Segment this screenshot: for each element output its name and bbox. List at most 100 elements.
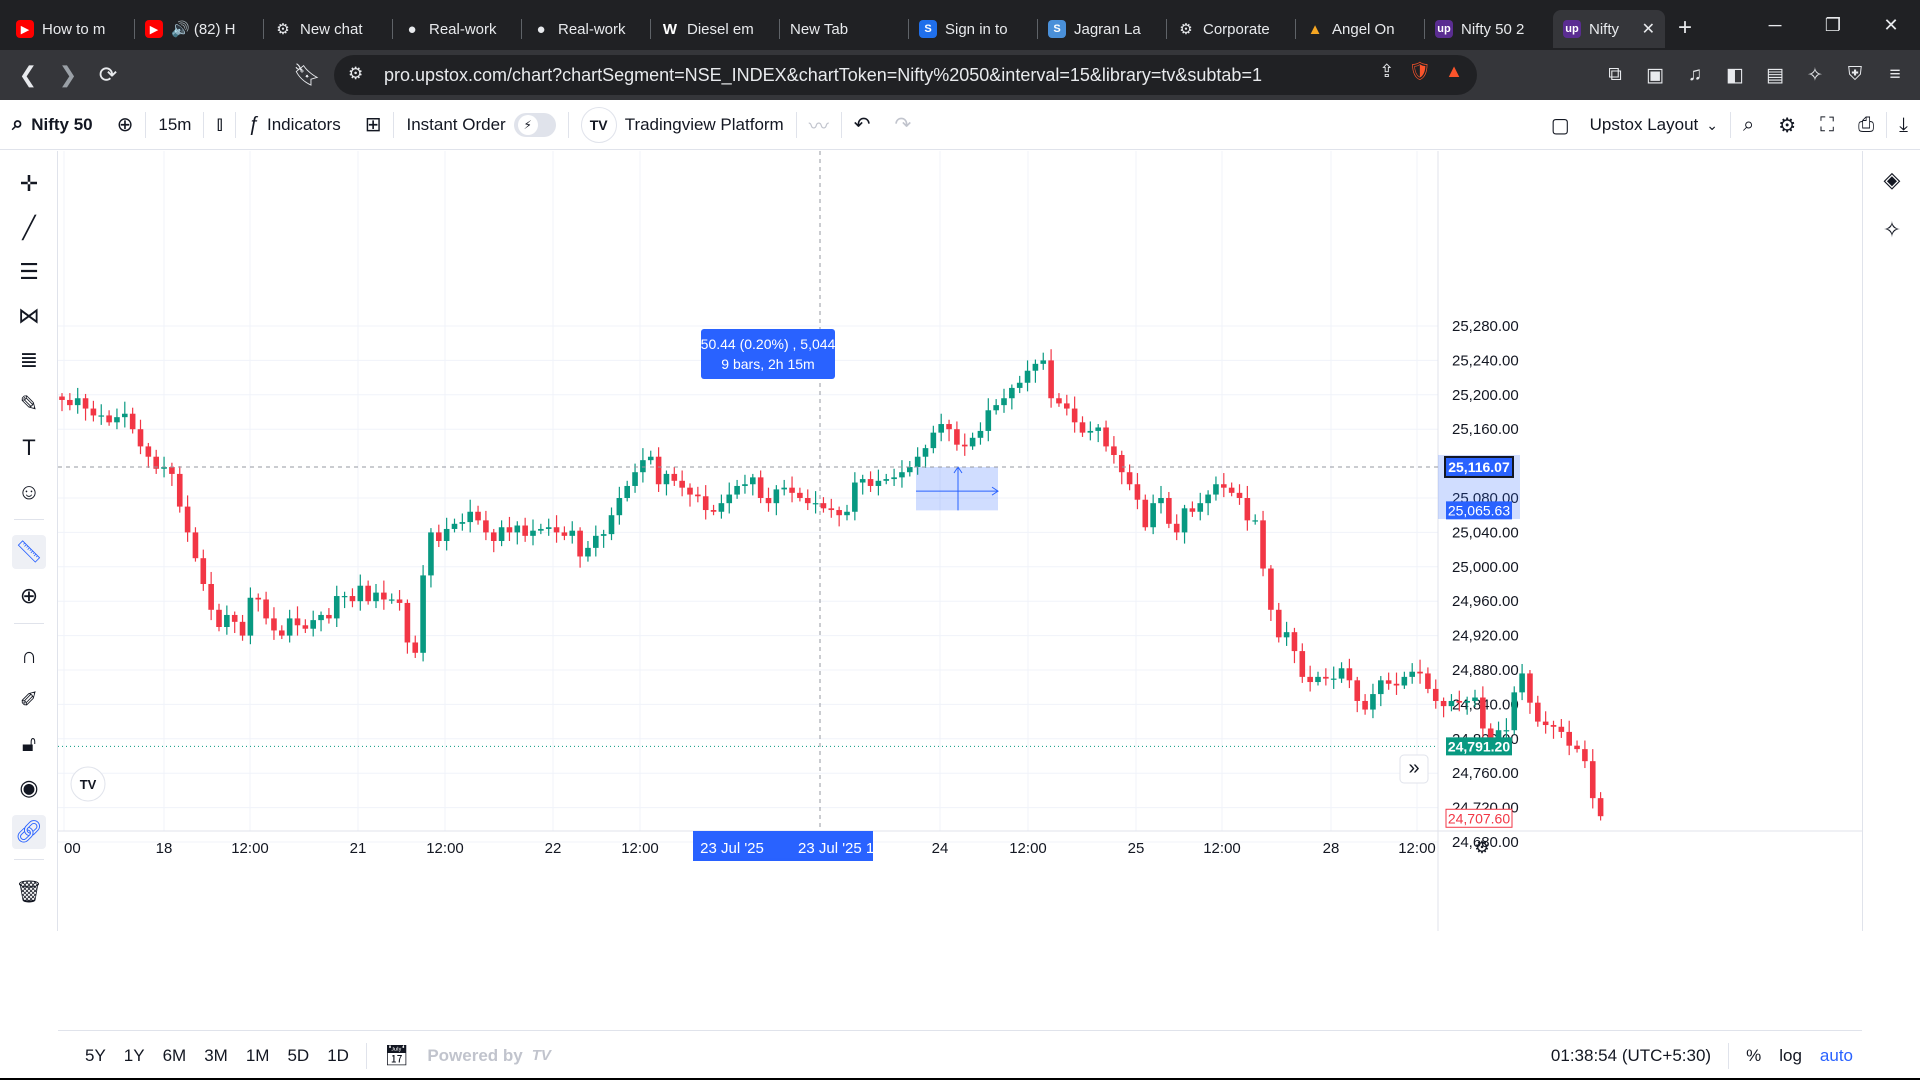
range-button[interactable]: 3M [204, 1045, 228, 1065]
zoom-in-icon[interactable]: ⊕ [19, 583, 39, 608]
horizontal-lines-icon[interactable]: ☰ [19, 259, 39, 284]
forward-icon[interactable]: ❯ [58, 62, 78, 87]
browser-tab[interactable]: ▶ 🔊 (82) H [135, 10, 263, 48]
range-button[interactable]: 5D [287, 1045, 310, 1065]
x-tick-label: 12:00 [1398, 840, 1436, 857]
ruler-icon[interactable]: 📏︎ [12, 535, 46, 569]
eye-icon[interactable]: ◉ [19, 775, 39, 800]
range-button[interactable]: 1M [245, 1045, 270, 1065]
toggle-switch[interactable] [513, 112, 556, 137]
emoji-icon[interactable]: ☺ [17, 479, 41, 504]
browser-tab[interactable]: up Nifty ✕ [1553, 10, 1665, 48]
brave-shields-icon[interactable]: 🛡︎ [1408, 61, 1432, 81]
browser-tab[interactable]: ● Real-work [393, 10, 521, 48]
compare-symbol-button[interactable]: ⊕ [105, 107, 146, 143]
wallet-icon[interactable]: ▤ [1766, 64, 1784, 86]
new-tab-button[interactable]: + [1677, 14, 1692, 41]
crosshair-icon[interactable]: ✛ [19, 171, 39, 196]
trash-icon[interactable]: 🗑︎ [15, 879, 43, 904]
media-icon[interactable]: ♫ [1687, 64, 1703, 85]
candle-body [1126, 472, 1133, 485]
browser-tab[interactable]: W Diesel em [651, 10, 779, 48]
download-button[interactable]: ⤓ [1887, 107, 1920, 143]
percent-toggle[interactable]: % [1746, 1046, 1762, 1065]
extensions-icon[interactable]: ⧉ [1608, 64, 1622, 85]
interval-button[interactable]: 15m [146, 107, 203, 143]
browser-tab[interactable]: ● Real-work [522, 10, 650, 48]
browser-tab[interactable]: up Nifty 50 2 [1425, 10, 1553, 48]
sidebar-icon[interactable]: ◧ [1726, 64, 1744, 86]
address-bar[interactable]: ⚙︎ pro.upstox.com/chart?chartSegment=NSE… [334, 55, 1477, 95]
text-icon[interactable]: T [22, 435, 36, 460]
undo-button[interactable]: ↶ [842, 107, 883, 143]
site-info-icon[interactable]: ⚙︎ [348, 64, 364, 83]
minimize-icon[interactable]: ─ [1768, 14, 1782, 35]
browser-tab[interactable]: ▶ How to m [6, 10, 134, 48]
browser-tab[interactable]: ▲ Angel On [1296, 10, 1424, 48]
trendline-icon[interactable]: ╱ [22, 215, 36, 240]
brave-rewards-icon[interactable]: ▲ [1445, 61, 1463, 81]
snapshot-button[interactable]: ⎙ [1846, 107, 1886, 143]
settings-button[interactable]: ⚙︎ [1766, 107, 1808, 143]
candle-body [750, 477, 756, 485]
browser-tab[interactable]: New Tab [780, 10, 908, 48]
browser-tab[interactable]: S Sign in to [909, 10, 1037, 48]
candle-body [1009, 387, 1015, 399]
sparkle-icon[interactable]: ✧ [1882, 217, 1902, 242]
date-range-icon[interactable]: 📅︎ [383, 1045, 410, 1067]
y-tick-label: 24,960.00 [1452, 593, 1519, 610]
reload-icon[interactable]: ⟳ [98, 62, 118, 87]
layers-icon[interactable]: ◈ [1883, 167, 1901, 192]
candle-body [569, 530, 576, 536]
close-window-icon[interactable]: ✕ [1883, 14, 1899, 35]
auto-toggle[interactable]: auto [1819, 1046, 1853, 1065]
candle-body [216, 609, 222, 627]
platform-switch[interactable]: TV Tradingview Platform [569, 106, 796, 143]
maximize-icon[interactable]: ❐ [1824, 14, 1842, 35]
quick-search-button[interactable]: ⌕ [1731, 107, 1766, 143]
symbol-search[interactable]: ⌕ Nifty 50 [0, 107, 105, 143]
browser-tab[interactable]: ⚙ Corporate [1167, 10, 1295, 48]
magnet-icon[interactable]: ∩ [21, 643, 37, 668]
templates-button[interactable]: ⊞ [353, 107, 394, 143]
range-button[interactable]: 6M [162, 1045, 187, 1065]
indicators-button[interactable]: ƒ Indicators [236, 107, 353, 143]
extensions-row: ⧉ ▣ ♫ ◧ ▤ ✧ ⛨ ≡ [1598, 55, 1912, 95]
close-tab-icon[interactable]: ✕ [1641, 21, 1655, 38]
menu-icon[interactable]: ≡ [1889, 64, 1901, 85]
candle-body [90, 408, 97, 416]
scroll-to-realtime-button[interactable] [1399, 754, 1429, 784]
candle-body [475, 511, 481, 521]
chart-type-button[interactable]: ⫾ [204, 107, 234, 143]
reader-icon[interactable]: ▣ [1646, 64, 1664, 86]
back-icon[interactable]: ❮ [18, 62, 38, 87]
vpn-icon[interactable]: ⛨ [1847, 64, 1863, 85]
pattern-icon[interactable]: ⋈ [18, 303, 40, 328]
range-button[interactable]: 5Y [85, 1045, 106, 1065]
brush-icon[interactable]: ✎ [19, 391, 39, 416]
leo-ai-icon[interactable]: ✧ [1807, 64, 1823, 86]
bookmark-icon[interactable]: 🔖︎ [293, 62, 321, 87]
instant-order-toggle[interactable]: Instant Order [394, 107, 567, 143]
candlestick-chart[interactable]: 25,280.00 25,240.00 25,200.00 25,160.00 25,0… [58, 151, 1862, 931]
stay-drawing-icon[interactable]: ✐ [19, 687, 39, 712]
fib-icon[interactable]: ≣ [19, 347, 39, 372]
redo-button[interactable]: ↷ [883, 107, 924, 143]
layout-selector[interactable]: ▢ Upstox Layout ⌄ [1539, 107, 1730, 143]
lock-icon[interactable]: 🔓︎ [21, 731, 37, 756]
fullscreen-button[interactable]: ⛶ [1808, 107, 1846, 143]
range-button[interactable]: 1Y [123, 1045, 145, 1065]
candle-body [459, 522, 466, 524]
candle-body [176, 473, 183, 507]
share-icon[interactable]: ⇪ [1379, 61, 1395, 81]
alerts-button[interactable]: 〰 [797, 107, 841, 143]
range-button[interactable]: 1D [327, 1045, 349, 1065]
candle-body [891, 477, 897, 480]
link-icon[interactable]: 🔗︎ [12, 815, 46, 849]
candle-body [74, 398, 81, 406]
log-toggle[interactable]: log [1779, 1046, 1802, 1065]
chart-toolbar: ⌕ Nifty 50 ⊕ 15m ⫾ ƒ Indicators ⊞ Instan… [0, 100, 1920, 150]
browser-tab[interactable]: S Jagran La [1038, 10, 1166, 48]
x-tick-label: 22 [545, 840, 562, 857]
browser-tab[interactable]: ⚙ New chat [264, 10, 392, 48]
